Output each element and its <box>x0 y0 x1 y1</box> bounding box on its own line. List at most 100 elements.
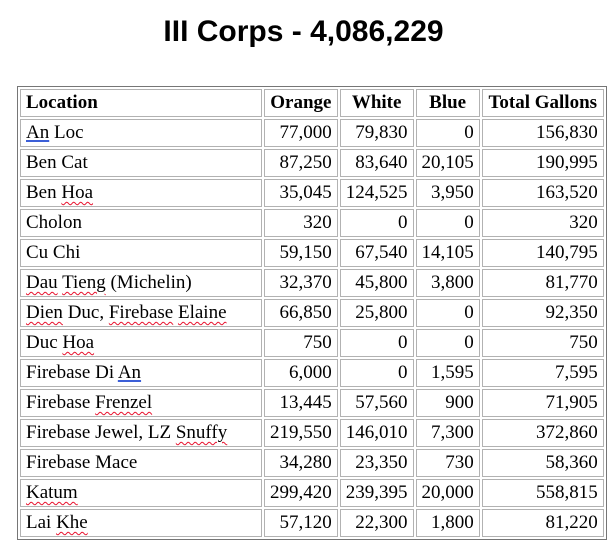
table-row: Cu Chi 59,150 67,540 14,105 140,795 <box>20 239 604 267</box>
gallons-table: Location Orange White Blue Total Gallons An … <box>17 86 607 540</box>
blue-cell: 1,595 <box>415 359 480 387</box>
location-text: Cu Chi <box>26 242 81 263</box>
white-cell: 83,640 <box>339 149 414 177</box>
white-cell: 79,830 <box>339 119 414 147</box>
blue-cell: 0 <box>415 329 480 357</box>
table-row: Duc Hoa 750 0 0 750 <box>20 329 604 357</box>
table-body: An Loc 77,000 79,830 0 156,830 Ben Cat 87,250 8… <box>20 119 604 537</box>
location-cell: Cu Chi <box>20 239 262 267</box>
white-cell: 25,800 <box>339 299 414 327</box>
blue-cell: 0 <box>415 209 480 237</box>
orange-cell: 34,280 <box>264 449 338 477</box>
total-cell: 7,595 <box>481 359 604 387</box>
spellcheck-underline: Tieng <box>62 272 106 293</box>
location-text: Lai <box>26 512 57 533</box>
header-row: Location Orange White Blue Total Gallons <box>20 89 604 117</box>
orange-cell: 219,550 <box>264 419 338 447</box>
white-cell: 57,560 <box>339 389 414 417</box>
orange-cell: 299,420 <box>264 479 338 507</box>
location-cell: An Loc <box>20 119 262 147</box>
orange-cell: 750 <box>264 329 338 357</box>
spellcheck-underline: Hoa <box>61 182 94 203</box>
blue-cell: 1,800 <box>415 509 480 537</box>
location-cell: Dien Duc, Firebase Elaine <box>20 299 262 327</box>
location-cell: Firebase Di An <box>20 359 262 387</box>
spellcheck-underline: Dau <box>26 272 58 293</box>
location-text: (Michelin) <box>105 272 192 293</box>
location-cell: Cholon <box>20 209 262 237</box>
location-cell: Firebase Jewel, LZ Snuffy <box>20 419 262 447</box>
page: III Corps - 4,086,229 Location Orange Whit… <box>0 14 607 558</box>
orange-cell: 32,370 <box>264 269 338 297</box>
total-cell: 190,995 <box>481 149 604 177</box>
location-text: Firebase Mace <box>26 452 138 473</box>
total-cell: 320 <box>481 209 604 237</box>
blue-cell: 20,105 <box>415 149 480 177</box>
table-row: Dien Duc, Firebase Elaine 66,850 25,800 0 92… <box>20 299 604 327</box>
page-title: III Corps - 4,086,229 <box>163 15 444 48</box>
location-text: Ben <box>26 182 62 203</box>
blue-cell: 3,800 <box>415 269 480 297</box>
blue-cell: 20,000 <box>415 479 480 507</box>
column-header-white: White <box>339 89 414 117</box>
orange-cell: 57,120 <box>264 509 338 537</box>
white-cell: 0 <box>339 209 414 237</box>
total-cell: 81,770 <box>481 269 604 297</box>
white-cell: 0 <box>339 329 414 357</box>
location-text: Duc, <box>62 302 109 323</box>
table-row: Firebase Di An 6,000 0 1,595 7,595 <box>20 359 604 387</box>
white-cell: 0 <box>339 359 414 387</box>
orange-cell: 35,045 <box>264 179 338 207</box>
table-row: Firebase Mace 34,280 23,350 730 58,360 <box>20 449 604 477</box>
white-cell: 23,350 <box>339 449 414 477</box>
grammar-underline: An <box>26 122 50 143</box>
blue-cell: 900 <box>415 389 480 417</box>
blue-cell: 14,105 <box>415 239 480 267</box>
orange-cell: 13,445 <box>264 389 338 417</box>
location-cell: Lai Khe <box>20 509 262 537</box>
orange-cell: 320 <box>264 209 338 237</box>
location-text: Firebase Di <box>26 362 118 383</box>
table-row: Ben Cat 87,250 83,640 20,105 190,995 <box>20 149 604 177</box>
spellcheck-underline: Dien <box>26 302 63 323</box>
total-cell: 372,860 <box>481 419 604 447</box>
orange-cell: 77,000 <box>264 119 338 147</box>
total-cell: 140,795 <box>481 239 604 267</box>
blue-cell: 730 <box>415 449 480 477</box>
total-cell: 92,350 <box>481 299 604 327</box>
location-cell: Ben Cat <box>20 149 262 177</box>
location-text: Loc <box>49 122 84 143</box>
location-text: Firebase <box>26 392 96 413</box>
spellcheck-underline: Frenzel <box>95 392 153 413</box>
total-cell: 750 <box>481 329 604 357</box>
blue-cell: 3,950 <box>415 179 480 207</box>
blue-cell: 0 <box>415 299 480 327</box>
white-cell: 124,525 <box>339 179 414 207</box>
white-cell: 45,800 <box>339 269 414 297</box>
table-row: An Loc 77,000 79,830 0 156,830 <box>20 119 604 147</box>
orange-cell: 66,850 <box>264 299 338 327</box>
orange-cell: 87,250 <box>264 149 338 177</box>
location-text: Ben Cat <box>26 152 88 173</box>
total-cell: 71,905 <box>481 389 604 417</box>
white-cell: 146,010 <box>339 419 414 447</box>
white-cell: 67,540 <box>339 239 414 267</box>
location-cell: Ben Hoa <box>20 179 262 207</box>
location-text: Duc <box>26 332 63 353</box>
column-header-orange: Orange <box>264 89 338 117</box>
table-row: Ben Hoa 35,045 124,525 3,950 163,520 <box>20 179 604 207</box>
spellcheck-underline: Elaine <box>177 302 227 323</box>
table-row: Cholon 320 0 0 320 <box>20 209 604 237</box>
white-cell: 22,300 <box>339 509 414 537</box>
column-header-location: Location <box>20 89 262 117</box>
location-cell: Duc Hoa <box>20 329 262 357</box>
table-row: Dau Tieng (Michelin) 32,370 45,800 3,800 81,… <box>20 269 604 297</box>
column-header-blue: Blue <box>415 89 480 117</box>
orange-cell: 59,150 <box>264 239 338 267</box>
total-cell: 558,815 <box>481 479 604 507</box>
blue-cell: 7,300 <box>415 419 480 447</box>
spellcheck-underline: Hoa <box>62 332 95 353</box>
spellcheck-underline: Snuffy <box>175 422 228 443</box>
white-cell: 239,395 <box>339 479 414 507</box>
table-row: Firebase Jewel, LZ Snuffy 219,550 146,010 7… <box>20 419 604 447</box>
